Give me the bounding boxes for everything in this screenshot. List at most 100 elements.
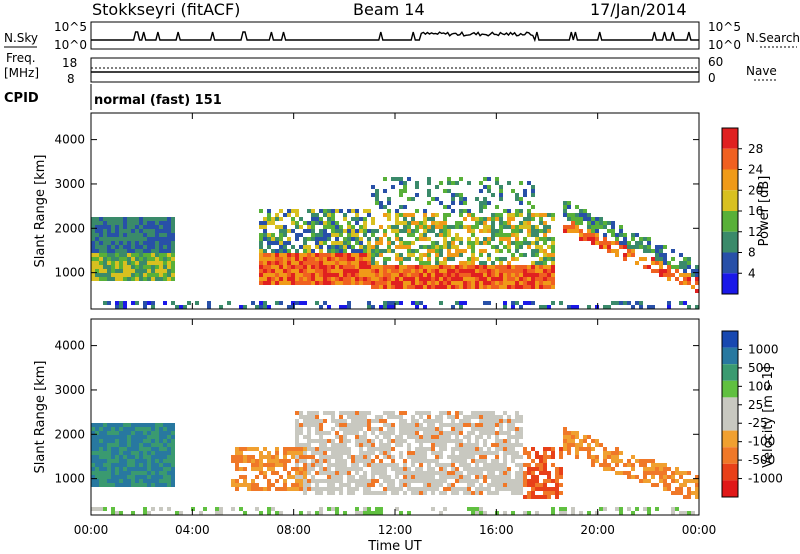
power-cell — [111, 257, 115, 261]
velocity-cell — [147, 511, 151, 515]
velocity-cell — [459, 463, 463, 467]
power-cell — [511, 229, 515, 233]
power-cell — [311, 221, 315, 225]
velocity-cell — [495, 447, 499, 451]
power-cell — [299, 269, 303, 273]
power-cell — [167, 241, 171, 245]
power-cell — [423, 245, 427, 249]
colorbar-swatch — [722, 430, 738, 448]
power-cell — [327, 209, 331, 213]
velocity-cell — [451, 471, 455, 475]
power-cell — [143, 301, 147, 305]
velocity-cell — [379, 419, 383, 423]
power-cell — [379, 225, 383, 229]
colorbar-swatch — [722, 447, 738, 464]
power-cell — [143, 257, 147, 261]
power-cell — [467, 241, 471, 245]
velocity-cell — [375, 435, 379, 439]
velocity-cell — [575, 435, 579, 439]
velocity-cell — [351, 455, 355, 459]
velocity-cell — [411, 423, 415, 427]
velocity-cell — [239, 455, 243, 459]
velocity-cell — [115, 455, 119, 459]
velocity-cell — [343, 439, 347, 443]
velocity-cell — [395, 415, 399, 419]
power-cell — [295, 249, 299, 253]
power-cell — [331, 209, 335, 213]
power-cell — [307, 245, 311, 249]
power-cell — [295, 221, 299, 225]
power-cell — [287, 253, 291, 257]
velocity-cell — [391, 423, 395, 427]
power-cell — [299, 301, 303, 305]
power-cell — [315, 245, 319, 249]
power-cell — [443, 213, 447, 217]
power-cell — [507, 265, 511, 269]
velocity-cell — [583, 435, 587, 439]
power-cell — [539, 285, 543, 289]
power-cell — [619, 241, 623, 245]
velocity-cell — [367, 459, 371, 463]
power-cell — [131, 241, 135, 245]
velocity-cell — [651, 463, 655, 467]
velocity-cell — [135, 431, 139, 435]
power-cell — [503, 273, 507, 277]
power-cell — [399, 281, 403, 285]
xtick-label: 16:00 — [479, 523, 514, 537]
velocity-cell — [159, 467, 163, 471]
power-cell — [383, 281, 387, 285]
power-cell — [427, 265, 431, 269]
power-cell — [359, 217, 363, 221]
velocity-cell — [255, 483, 259, 487]
power-cell — [279, 241, 283, 245]
power-cell — [411, 281, 415, 285]
velocity-cell — [147, 423, 151, 427]
power-cell — [275, 257, 279, 261]
velocity-cell — [491, 419, 495, 423]
colorbar-label: 1000 — [748, 342, 779, 356]
velocity-cell — [143, 467, 147, 471]
power-cell — [619, 245, 623, 249]
power-cell — [115, 253, 119, 257]
colorbar-label: 24 — [748, 163, 763, 177]
velocity-cell — [235, 451, 239, 455]
colorbar-swatch — [722, 231, 738, 253]
power-cell — [611, 225, 615, 229]
velocity-cell — [547, 487, 551, 491]
colorbar-label: -25 — [748, 416, 768, 430]
velocity-cell — [271, 471, 275, 475]
velocity-cell — [355, 431, 359, 435]
velocity-cell — [535, 455, 539, 459]
velocity-cell — [463, 451, 467, 455]
velocity-cell — [155, 467, 159, 471]
power-cell — [539, 265, 543, 269]
velocity-cell — [303, 415, 307, 419]
power-cell — [331, 265, 335, 269]
velocity-cell — [99, 431, 103, 435]
power-cell — [667, 277, 671, 281]
power-cell — [323, 209, 327, 213]
velocity-cell — [507, 423, 511, 427]
velocity-cell — [495, 491, 499, 495]
power-cell — [131, 253, 135, 257]
velocity-cell — [239, 507, 243, 511]
power-cell — [407, 241, 411, 245]
velocity-cell — [483, 443, 487, 447]
power-cell — [327, 305, 331, 309]
velocity-cell — [483, 423, 487, 427]
power-cell — [267, 237, 271, 241]
velocity-cell — [643, 471, 647, 475]
power-cell — [151, 225, 155, 229]
power-cell — [155, 257, 159, 261]
velocity-cell — [391, 467, 395, 471]
velocity-cell — [607, 467, 611, 471]
velocity-cell — [363, 443, 367, 447]
velocity-cell — [647, 459, 651, 463]
velocity-cell — [367, 487, 371, 491]
power-cell — [483, 265, 487, 269]
power-cell — [463, 217, 467, 221]
velocity-cell — [295, 431, 299, 435]
velocity-cell — [515, 411, 519, 415]
power-cell — [583, 233, 587, 237]
power-cell — [103, 277, 107, 281]
